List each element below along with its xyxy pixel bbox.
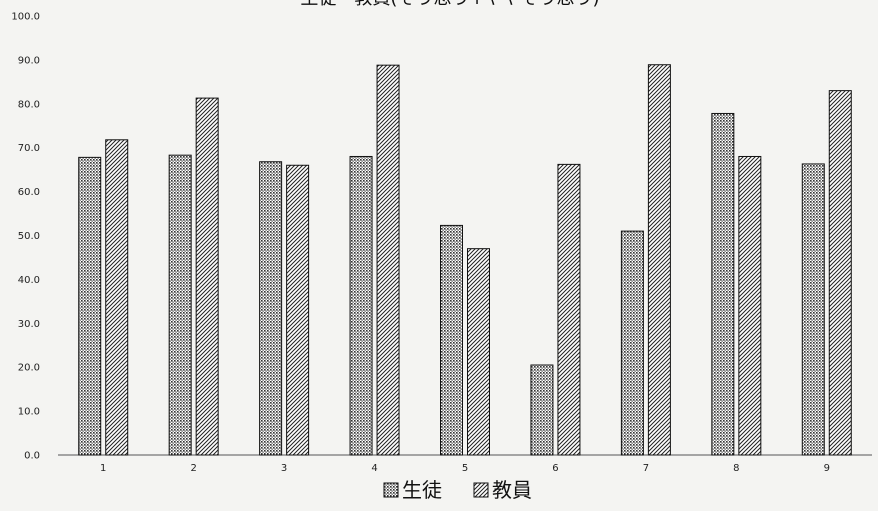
bar-teacher <box>647 64 671 456</box>
bar-teacher <box>195 97 219 456</box>
bar-student <box>440 224 463 456</box>
legend-swatch-student <box>383 482 399 498</box>
y-tick-label: 0.0 <box>24 451 40 462</box>
y-tick-label: 100.0 <box>11 12 40 23</box>
y-tick-label: 40.0 <box>18 275 40 286</box>
bar-student <box>168 154 192 456</box>
y-axis: 0.0 10.0 20.0 30.0 40.0 50.0 60.0 70.0 80.0 90.0 1… <box>11 12 40 462</box>
bar-teacher <box>105 139 129 456</box>
y-tick-label: 60.0 <box>18 187 40 198</box>
bar-teacher <box>467 248 490 456</box>
y-tick-label: 30.0 <box>18 319 40 330</box>
legend-label: 生徒 <box>402 478 442 502</box>
x-tick-label: 4 <box>371 463 377 474</box>
y-tick-label: 70.0 <box>18 143 40 154</box>
x-tick-label: 2 <box>190 463 196 474</box>
legend-label: 教員 <box>492 478 532 502</box>
x-tick-label: 3 <box>281 463 287 474</box>
y-tick-label: 10.0 <box>18 407 40 418</box>
y-tick-label: 20.0 <box>18 363 40 374</box>
bar-teacher <box>286 164 310 456</box>
chart-title: 生徒・教員(そう思う+ややそう思う) <box>300 0 599 9</box>
bars-group <box>78 64 852 456</box>
bar-student <box>259 161 283 456</box>
bar-student <box>620 230 644 456</box>
bar-teacher <box>376 64 400 456</box>
x-tick-label: 9 <box>824 463 830 474</box>
y-tick-label: 90.0 <box>18 55 40 66</box>
x-tick-label: 5 <box>462 463 468 474</box>
bar-teacher <box>828 90 852 456</box>
bar-student <box>349 155 373 456</box>
bar-teacher <box>738 155 762 456</box>
x-tick-label: 6 <box>552 463 558 474</box>
bar-student <box>801 163 825 456</box>
x-tick-label: 1 <box>100 463 106 474</box>
y-tick-label: 80.0 <box>18 99 40 110</box>
bar-student <box>78 156 102 456</box>
x-tick-label: 8 <box>733 463 739 474</box>
bar-teacher <box>557 163 581 456</box>
x-axis: 1 2 3 4 5 6 7 8 9 <box>58 454 872 474</box>
bar-student <box>711 112 735 456</box>
legend: 生徒 教員 <box>383 478 532 502</box>
legend-swatch-teacher <box>473 482 489 498</box>
x-tick-label: 7 <box>643 463 649 474</box>
bar-student <box>530 364 554 456</box>
y-tick-label: 50.0 <box>18 231 40 242</box>
